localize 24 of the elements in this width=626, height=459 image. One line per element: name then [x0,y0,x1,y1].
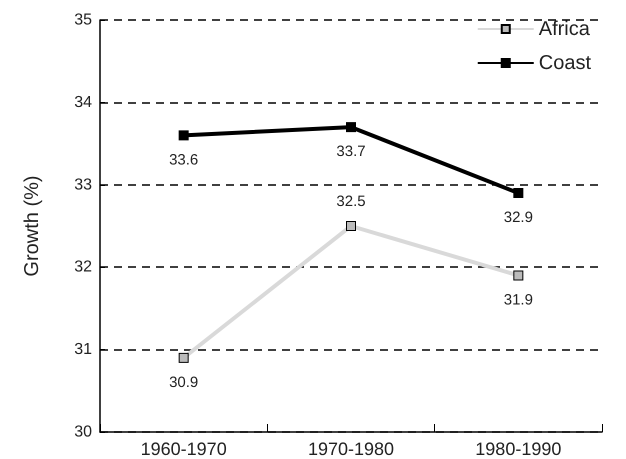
data-label: 32.9 [504,209,533,226]
point [178,130,189,140]
y-tick-label: 32 [74,258,92,276]
point [346,221,356,231]
x-tick-label: 1970-1980 [308,439,394,459]
y-tick-label: 35 [74,12,92,28]
data-label: 33.7 [336,143,366,160]
point [513,270,524,280]
data-label: 30.9 [169,374,198,391]
y-tick-label: 31 [74,341,92,358]
point [513,188,524,198]
y-tick-label: 34 [74,94,92,111]
data-label: 31.9 [504,291,533,308]
data-label: 33.6 [169,151,198,168]
y-tick-label: 33 [74,176,92,194]
point [178,352,189,363]
y-tick-label: 30 [74,424,92,440]
x-tick-label: 1980-1990 [475,439,562,459]
legend-label: Africa [538,18,591,40]
point [346,122,356,132]
data-label: 32.5 [336,193,366,210]
x-tick-label: 1960-1970 [140,439,227,459]
y-axis-title: Growth (%) [21,175,43,277]
legend-label: Coast [538,52,592,74]
